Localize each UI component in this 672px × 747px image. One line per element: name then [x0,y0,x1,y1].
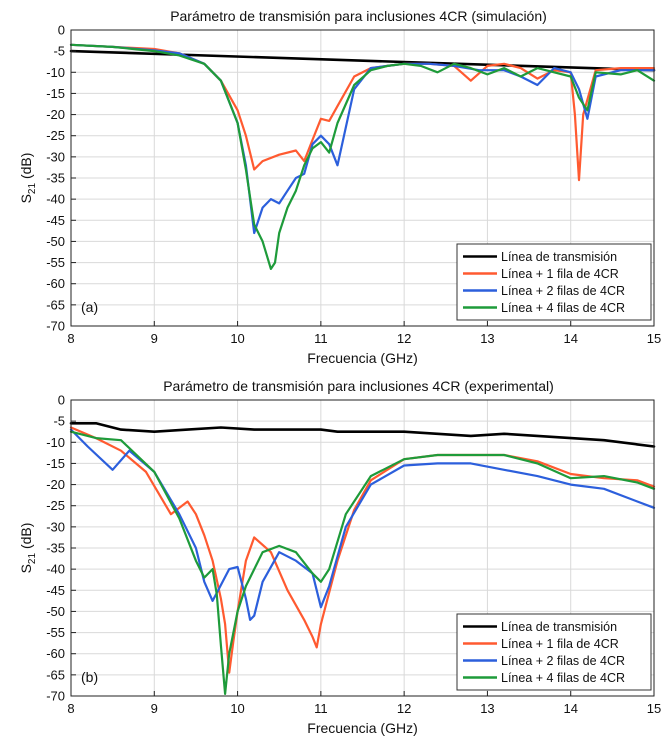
series-line-4 [69,430,656,695]
panel-label: (b) [81,669,98,685]
x-tick-label: 12 [397,701,411,716]
y-axis-label: S21 (dB) [18,153,38,204]
x-tick-label: 13 [480,701,494,716]
panel-label: (a) [81,299,98,315]
x-tick-label: 10 [230,331,244,346]
y-tick-label: 0 [58,393,65,408]
x-tick-label: 9 [151,331,158,346]
x-tick-label: 8 [67,701,74,716]
y-tick-label: -60 [46,646,65,661]
legend-label-2: Línea + 1 fila de 4CR [501,267,619,281]
y-tick-label: -15 [46,456,65,471]
y-tick-label: -55 [46,625,65,640]
y-tick-label: -35 [46,171,65,186]
y-tick-label: -40 [46,562,65,577]
chart-title: Parámetro de transmisión para inclusione… [163,378,554,394]
y-axis-label-unit: (dB) [18,153,34,183]
legend-label-4: Línea + 4 filas de 4CR [501,301,625,315]
y-tick-label: 0 [58,23,65,38]
y-tick-label: -20 [46,107,65,122]
y-tick-label: -45 [46,583,65,598]
x-axis-label: Frecuencia (GHz) [307,720,417,736]
x-tick-label: 11 [314,701,328,716]
legend-label-3: Línea + 2 filas de 4CR [501,284,625,298]
y-tick-label: -10 [46,435,65,450]
series-line-4 [69,43,656,270]
x-tick-label: 10 [230,701,244,716]
chart-simulation: 8 9 10 11 12 13 14 15 0 -5 -10 -15 -20 -25 -30 -35 -40 -4… [18,8,661,366]
y-tick-label: -70 [46,689,65,704]
y-tick-label: -65 [46,297,65,312]
y-axis-label: S21 (dB) [18,523,38,574]
x-tick-label: 9 [151,701,158,716]
y-tick-label: -50 [46,234,65,249]
legend: Línea de transmisión Línea + 1 fila de 4C… [456,613,652,691]
legend-label-4: Línea + 4 filas de 4CR [501,671,625,685]
y-tick-label: -60 [46,276,65,291]
y-tick-label: -45 [46,213,65,228]
y-axis-label-sub: 21 [27,553,38,565]
y-tick-label: -20 [46,477,65,492]
series-line-3 [69,428,656,621]
y-tick-label: -5 [53,44,65,59]
x-tick-label: 12 [397,331,411,346]
y-tick-label: -70 [46,319,65,334]
legend-label-1: Línea de transmisión [501,250,617,264]
y-tick-label: -30 [46,519,65,534]
x-tick-label: 8 [67,331,74,346]
x-tick-label: 15 [647,701,661,716]
y-tick-label: -15 [46,86,65,101]
legend-label-1: Línea de transmisión [501,620,617,634]
y-tick-label: -50 [46,604,65,619]
y-axis-label-main: S [18,564,34,573]
x-axis-label: Frecuencia (GHz) [307,350,417,366]
chart-title: Parámetro de transmisión para inclusione… [170,8,547,24]
chart-experimental: 8 9 10 11 12 13 14 15 0 -5 -10 -15 -20 -25 -30 -35 -40 -4… [18,378,661,736]
x-tick-label: 11 [314,331,328,346]
x-tick-label: 14 [563,701,577,716]
y-tick-label: -40 [46,192,65,207]
y-tick-label: -25 [46,128,65,143]
series-line-1 [69,422,656,448]
x-tick-label: 13 [480,331,494,346]
y-axis-label-main: S [18,194,34,203]
y-axis-label-unit: (dB) [18,523,34,553]
y-tick-label: -65 [46,667,65,682]
x-tick-label: 15 [647,331,661,346]
legend: Línea de transmisión Línea + 1 fila de 4C… [456,243,652,321]
y-tick-label: -10 [46,65,65,80]
y-tick-label: -5 [53,414,65,429]
legend-label-2: Línea + 1 fila de 4CR [501,637,619,651]
y-axis-label-sub: 21 [27,183,38,195]
y-tick-label: -55 [46,255,65,270]
y-tick-label: -25 [46,498,65,513]
y-tick-label: -30 [46,149,65,164]
legend-label-3: Línea + 2 filas de 4CR [501,654,625,668]
x-tick-label: 14 [563,331,577,346]
y-tick-label: -35 [46,541,65,556]
